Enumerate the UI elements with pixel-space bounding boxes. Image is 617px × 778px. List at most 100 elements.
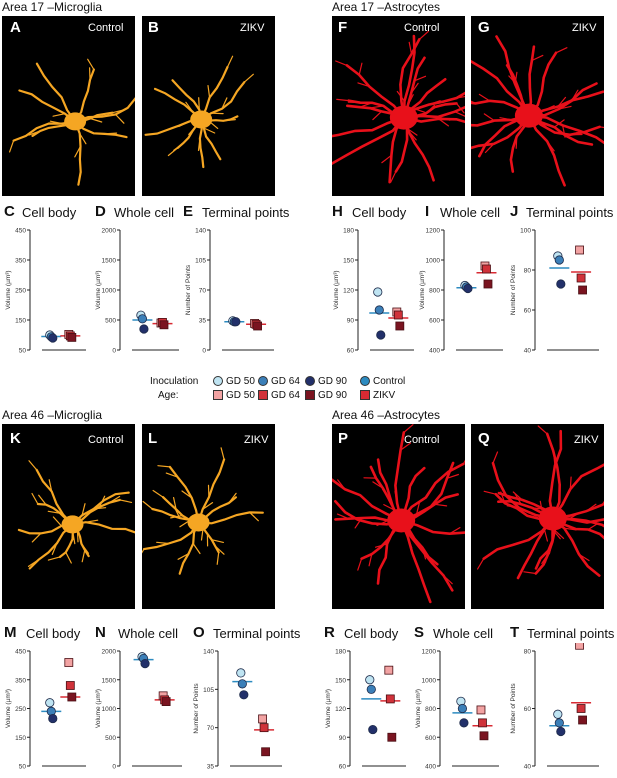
y-tick-label: 35 — [207, 764, 215, 771]
cell-soma — [387, 508, 416, 533]
astrocyte-cell-drawing — [471, 35, 604, 187]
cell-branch — [599, 126, 604, 129]
y-tick-label: 2000 — [102, 649, 117, 656]
control-point — [231, 317, 241, 327]
cell-process — [551, 517, 604, 524]
astrocyte-cell-drawing — [332, 30, 465, 184]
cell-branch — [418, 30, 429, 40]
y-axis-label: Number of Points — [185, 264, 192, 315]
zikv-point — [258, 714, 267, 724]
control-point — [48, 333, 58, 343]
chart-letter-j: J — [510, 203, 519, 220]
scatter-chart-j: 100 80 60 40 Number of Points — [510, 228, 599, 355]
cell-branch — [555, 47, 568, 54]
zikv-point — [253, 321, 262, 331]
cell-branch — [243, 73, 254, 83]
cell-branch — [142, 500, 153, 510]
scatter-chart-d: 2000 1500 1000 500 0 Volume (µm³) — [95, 228, 179, 355]
cell-branch — [531, 54, 544, 62]
cell-branch — [65, 551, 72, 564]
chart-title-i: Whole cell — [440, 205, 500, 220]
cell-process — [332, 116, 406, 138]
cell-branch — [554, 529, 565, 539]
cell-branch — [207, 85, 211, 99]
control-point — [239, 690, 249, 700]
y-tick-label: 2000 — [102, 228, 117, 235]
cell-soma — [514, 103, 543, 128]
cell-branch — [87, 58, 95, 71]
y-tick-label: 120 — [343, 288, 354, 295]
y-tick-label: 1000 — [426, 258, 441, 265]
chart-letter-h: H — [332, 203, 343, 220]
chart-title-m: Cell body — [26, 626, 81, 641]
chart-title-e: Terminal points — [202, 205, 290, 220]
scatter-chart-i: 1200 1000 800 600 400 Volume (µm³) — [419, 228, 503, 355]
image-panel-b — [142, 16, 275, 196]
zikv-point — [479, 731, 489, 741]
cell-branch — [492, 451, 499, 464]
cell-branch — [152, 489, 164, 498]
cell-process — [495, 35, 531, 117]
cell-branch — [478, 93, 491, 102]
panel-cond-b: ZIKV — [240, 22, 265, 34]
y-tick-label: 400 — [429, 348, 440, 355]
control-point — [368, 724, 378, 735]
cell-process — [71, 491, 130, 526]
cell-branch — [220, 447, 225, 460]
y-axis-label: Number of Points — [193, 683, 200, 734]
control-point — [556, 279, 566, 289]
cell-branch — [165, 472, 179, 478]
cell-branch — [336, 98, 350, 102]
y-tick-label: 1500 — [102, 677, 117, 684]
y-axis-label: Volume (µm³) — [5, 270, 12, 309]
y-tick-label: 50 — [19, 764, 27, 771]
zikv-point — [64, 658, 74, 667]
cell-soma — [187, 513, 210, 532]
zikv-point — [261, 747, 270, 757]
y-axis-label: Volume (µm³) — [333, 270, 340, 309]
panel-cond-k: Control — [88, 434, 124, 446]
scatter-chart-h: 180 150 120 90 60 Volume (µm³) — [333, 228, 414, 355]
y-tick-label: 600 — [425, 735, 436, 742]
cell-process — [142, 521, 200, 551]
cell-process — [402, 34, 416, 119]
cell-branch — [115, 113, 125, 124]
chart-title-t: Terminal points — [527, 626, 615, 641]
zikv-point — [393, 310, 403, 320]
control-point — [556, 726, 566, 737]
y-tick-label: 60 — [347, 348, 355, 355]
y-tick-label: 150 — [15, 318, 26, 325]
y-tick-label: 80 — [524, 268, 532, 275]
cell-branch — [119, 499, 133, 503]
panel-letter-k: K — [10, 430, 21, 447]
cell-branch — [81, 503, 86, 516]
chart-letter-r: R — [324, 624, 335, 641]
cell-branch — [52, 113, 66, 117]
section-title-area17-microglia: Area 17 –Microglia — [2, 0, 103, 14]
cell-branch — [211, 539, 224, 543]
image-panel-k — [2, 424, 135, 609]
astrocyte-cell-drawing — [332, 424, 465, 604]
zikv-point — [576, 273, 586, 283]
cell-process — [74, 120, 82, 186]
y-axis-label: Number of Points — [510, 683, 517, 734]
cell-branch — [81, 549, 86, 563]
y-tick-label: 450 — [15, 228, 26, 235]
y-tick-label: 250 — [15, 288, 26, 295]
y-axis-label: Volume (µm³) — [415, 689, 422, 728]
cell-branch — [483, 113, 495, 122]
image-panel-l — [142, 424, 275, 609]
zikv-point — [578, 285, 587, 295]
panel-letter-g: G — [478, 19, 490, 36]
microglia-cell-drawing — [9, 58, 135, 186]
y-tick-label: 40 — [524, 348, 532, 355]
legend: Inoculation Age: GD 50 GD 64 GD 90 Contr… — [150, 374, 470, 404]
section-title-area46-microglia: Area 46 –Microglia — [2, 408, 103, 422]
control-point — [365, 675, 375, 685]
cell-branch — [249, 511, 259, 522]
y-tick-label: 400 — [425, 764, 436, 771]
scatter-chart-c: 450 350 250 150 50 Volume (µm³) — [5, 228, 86, 355]
chart-title-s: Whole cell — [433, 626, 493, 641]
cell-branch — [553, 119, 565, 128]
chart-title-r: Cell body — [344, 626, 399, 641]
